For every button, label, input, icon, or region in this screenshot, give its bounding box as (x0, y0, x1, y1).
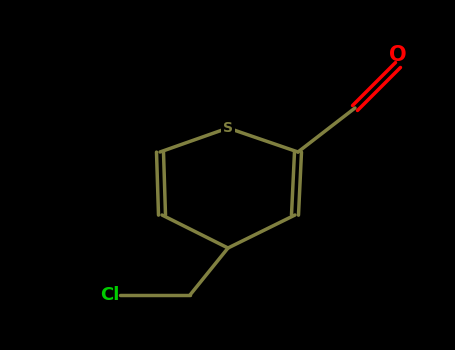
Text: Cl: Cl (100, 286, 120, 304)
Text: O: O (389, 45, 407, 65)
Text: S: S (223, 121, 233, 135)
